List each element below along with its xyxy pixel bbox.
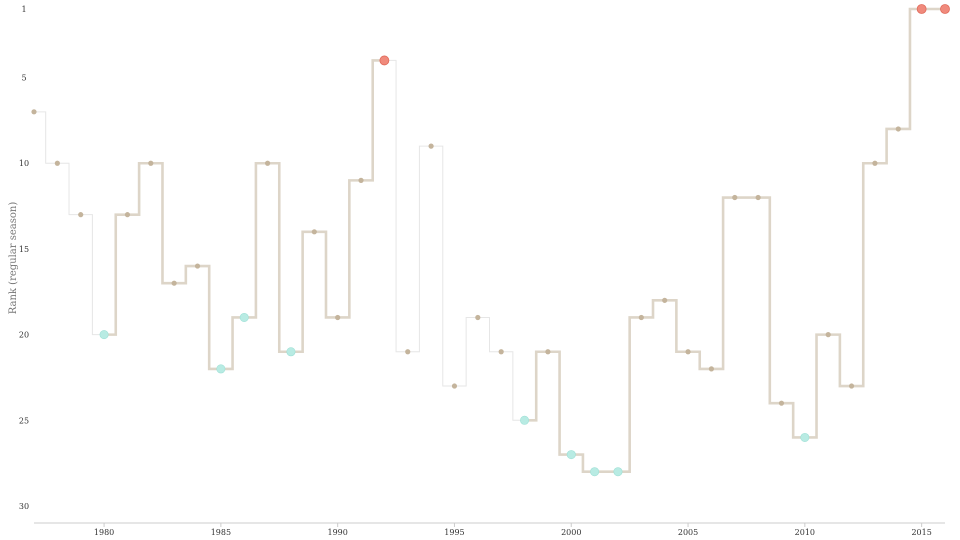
data-point [428,143,434,149]
data-point [708,366,715,372]
step-segment [664,299,689,354]
step-segment [197,264,221,371]
data-point [264,160,271,166]
top-rank-point [379,55,390,66]
step-segment [104,213,128,336]
data-point [194,263,201,269]
data-point [148,160,154,166]
step-segment [524,350,548,422]
y-tick-label: 30 [19,502,29,511]
step-segment [828,333,852,388]
step-segment [617,316,642,474]
low-rank-point [286,347,296,357]
series-lines [34,7,945,474]
low-rank-point [590,467,600,477]
low-rank-point [566,450,576,460]
top-rank-point [916,4,927,14]
y-tick-label: 5 [21,74,26,83]
data-point [545,349,551,355]
step-segment [34,111,58,164]
data-point [54,160,60,166]
step-segment [571,453,595,474]
step-segment [874,127,899,165]
low-rank-point [239,312,249,322]
data-point [311,229,317,235]
step-segment [384,59,408,353]
step-segment [314,230,338,319]
data-point [475,314,481,321]
low-rank-point [613,467,623,477]
series-points [31,4,950,477]
step-segment [267,161,291,354]
low-rank-point [800,432,810,442]
data-point [31,109,37,115]
x-tick-label: 1985 [211,528,231,537]
data-point [335,314,341,321]
data-point [778,400,785,406]
data-point [78,212,84,218]
step-segment [150,161,175,285]
step-segment [781,401,805,439]
step-segment [407,145,432,353]
data-point [405,349,411,355]
data-point [872,160,878,166]
y-tick-label: 1 [21,5,26,14]
y-tick-label: 15 [19,245,29,254]
y-tick-label: 25 [19,416,29,425]
step-segment [851,161,875,388]
step-segment [337,179,362,319]
data-point [498,349,504,355]
data-point [124,212,131,218]
data-point [358,177,364,183]
step-segment [127,161,151,216]
y-axis-title-group: Rank (regular season) [8,202,19,315]
low-rank-point [99,330,109,340]
x-axis: 1980 1985 1990 1995 2000 2005 2010 2015 [34,522,945,537]
step-segment [804,333,829,439]
x-tick-label: 2010 [795,528,815,537]
step-segment [244,161,268,319]
step-segment [431,145,455,387]
x-tick-label: 1980 [94,528,114,537]
step-segment [501,351,525,421]
step-segment [361,59,385,182]
low-rank-point [520,415,530,425]
data-point [825,332,831,338]
data-point [638,314,644,321]
y-tick-label: 10 [19,159,29,168]
step-segment [758,196,782,405]
step-segment [898,7,922,131]
step-segment [477,316,502,353]
data-point [732,194,738,201]
y-axis-title: Rank (regular season) [8,202,19,315]
x-tick-label: 2000 [561,528,581,537]
data-point [755,194,761,201]
step-segment [174,264,198,285]
x-tick-label: 1990 [327,528,347,537]
x-tick-label: 1995 [444,528,464,537]
low-rank-point [216,364,226,374]
data-point [895,126,901,132]
step-segment [80,214,105,336]
step-segment [290,230,315,354]
y-tick-label: 20 [19,331,29,340]
step-segment [547,350,572,456]
step-segment [711,196,735,371]
data-point [451,383,458,389]
step-segment [641,299,665,319]
step-segment [454,316,478,387]
data-point [685,349,691,355]
x-tick-label: 2005 [678,528,698,537]
step-segment [57,162,81,216]
x-tick-label: 2015 [911,528,931,537]
data-point [171,280,177,286]
step-segment [688,350,712,371]
step-segment [220,316,245,371]
top-rank-point [940,4,950,14]
data-point [662,297,668,303]
data-point [848,383,855,389]
